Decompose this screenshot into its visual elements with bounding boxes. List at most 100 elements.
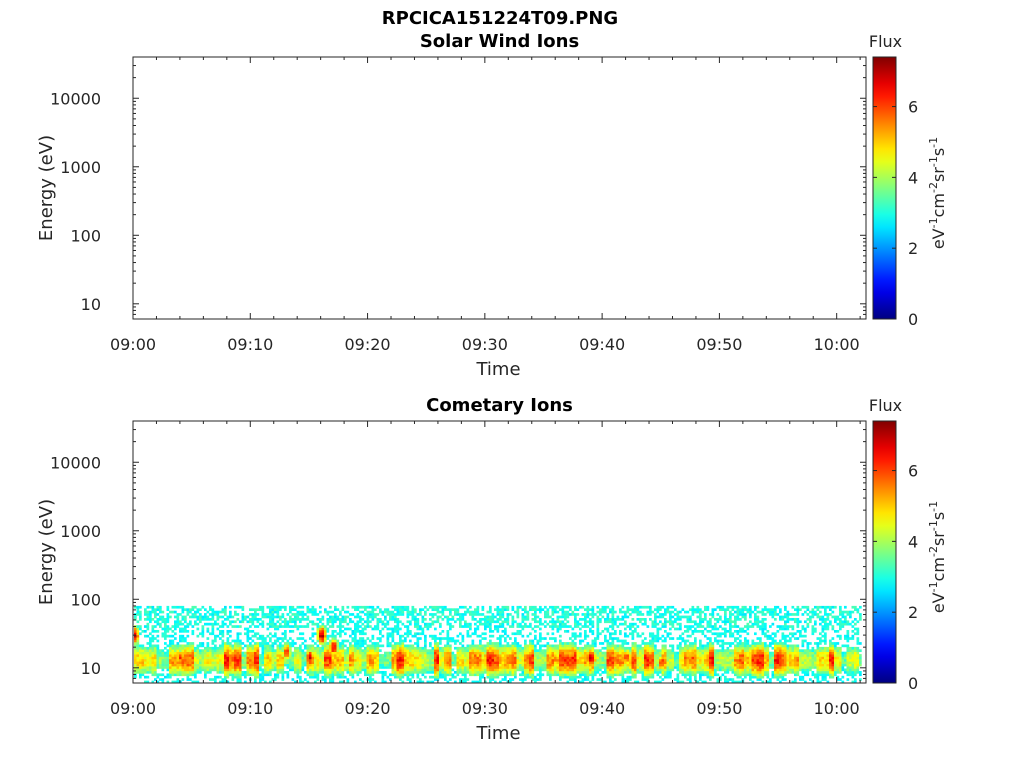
spectrogram-cell: [509, 658, 512, 662]
spectrogram-cell: [661, 649, 665, 652]
spectrogram-cell: [179, 627, 182, 631]
spectrogram-cell: [231, 639, 235, 643]
spectrogram-cell: [286, 649, 290, 652]
spectrogram-cell: [236, 673, 240, 677]
spectrogram-cell: [259, 637, 262, 640]
spectrogram-cell: [406, 673, 410, 677]
spectrogram-cell: [341, 642, 345, 645]
spectrogram-cell: [311, 658, 315, 662]
spectrogram-cell: [604, 671, 607, 674]
spectrogram-cell: [461, 678, 465, 681]
spectrogram-cell: [639, 663, 642, 667]
spectrogram-cell: [306, 663, 310, 667]
spectrogram-cell: [414, 661, 417, 664]
spectrogram-cell: [201, 663, 205, 667]
spectrogram-cell: [176, 618, 180, 621]
spectrogram-cell: [261, 671, 265, 674]
spectrogram-cell: [414, 622, 417, 626]
spectrogram-cell: [229, 630, 232, 633]
spectrogram-cell: [359, 663, 362, 667]
spectrogram-cell: [291, 605, 295, 609]
spectrogram-cell: [324, 649, 327, 652]
spectrogram-cell: [239, 632, 242, 636]
spectrogram-cell: [309, 608, 312, 611]
spectrogram-cell: [399, 671, 402, 674]
spectrogram-cell: [651, 663, 655, 667]
spectrogram-cell: [521, 663, 525, 667]
spectrogram-cell: [171, 610, 175, 614]
spectrogram-cell: [519, 661, 522, 664]
spectrogram-cell: [611, 651, 615, 655]
spectrogram-cell: [641, 613, 645, 616]
spectrogram-cell: [204, 656, 207, 660]
spectrogram-cell: [694, 646, 697, 650]
spectrogram-cell: [319, 637, 322, 640]
spectrogram-cell: [421, 651, 425, 655]
spectrogram-cell: [606, 661, 610, 664]
spectrogram-cell: [351, 649, 355, 652]
spectrogram-cell: [136, 634, 140, 638]
spectrogram-cell: [464, 613, 467, 616]
spectrogram-cell: [436, 671, 440, 674]
spectrogram-cell: [284, 646, 287, 650]
spectrogram-cell: [534, 678, 537, 681]
spectrogram-cell: [671, 622, 675, 626]
spectrogram-cell: [656, 668, 660, 672]
spectrogram-cell: [676, 646, 680, 650]
spectrogram-cell: [611, 654, 615, 657]
spectrogram-cell: [226, 642, 230, 645]
spectrogram-cell: [576, 649, 580, 652]
spectrogram-cell: [549, 644, 552, 648]
spectrogram-cell: [136, 663, 140, 667]
spectrogram-cell: [639, 661, 642, 664]
spectrogram-cell: [321, 644, 325, 648]
spectrogram-cell: [509, 663, 512, 667]
spectrogram-cell: [186, 608, 190, 611]
spectrogram-cell: [506, 663, 510, 667]
spectrogram-cell: [264, 651, 267, 655]
spectrogram-cell: [559, 668, 562, 672]
spectrogram-cell: [406, 605, 410, 609]
spectrogram-cell: [611, 646, 615, 650]
spectrogram-cell: [409, 666, 412, 669]
spectrogram-cell: [446, 642, 450, 645]
spectrogram-cell: [356, 642, 360, 645]
spectrogram-cell: [224, 668, 227, 672]
spectrogram-cell: [139, 646, 142, 650]
spectrogram-cell: [161, 668, 165, 672]
spectrogram-cell: [339, 651, 342, 655]
spectrogram-cell: [166, 666, 170, 669]
spectrogram-cell: [441, 671, 445, 674]
panel-title: Cometary Ions: [426, 395, 573, 416]
spectrogram-cell: [654, 668, 657, 672]
spectrogram-cell: [566, 656, 570, 660]
spectrogram-cell: [486, 620, 490, 624]
spectrogram-cell: [666, 634, 670, 638]
spectrogram-cell: [519, 605, 522, 609]
spectrogram-cell: [449, 661, 452, 664]
spectrogram-cell: [559, 658, 562, 662]
spectrogram-cell: [449, 656, 452, 660]
spectrogram-cell: [499, 654, 502, 657]
spectrogram-cell: [309, 651, 312, 655]
spectrogram-cell: [656, 608, 660, 611]
spectrogram-cell: [136, 644, 140, 648]
spectrogram-cell: [261, 673, 265, 677]
spectrogram-cell: [364, 605, 367, 609]
spectrogram-cell: [336, 615, 340, 619]
spectrogram-cell: [644, 663, 647, 667]
spectrogram-cell: [249, 649, 252, 652]
spectrogram-cell: [564, 625, 567, 628]
spectrogram-cell: [434, 613, 437, 616]
spectrogram-cell: [159, 656, 162, 660]
spectrogram-cell: [676, 678, 680, 681]
spectrogram-cell: [479, 661, 482, 664]
spectrogram-cell: [569, 654, 572, 657]
spectrogram-cell: [331, 620, 335, 624]
spectrogram-cell: [241, 642, 245, 645]
spectrogram-cell: [606, 654, 610, 657]
spectrogram-cell: [189, 673, 192, 677]
spectrogram-cell: [631, 673, 635, 677]
spectrogram-cell: [229, 661, 232, 664]
spectrogram-cell: [506, 642, 510, 645]
